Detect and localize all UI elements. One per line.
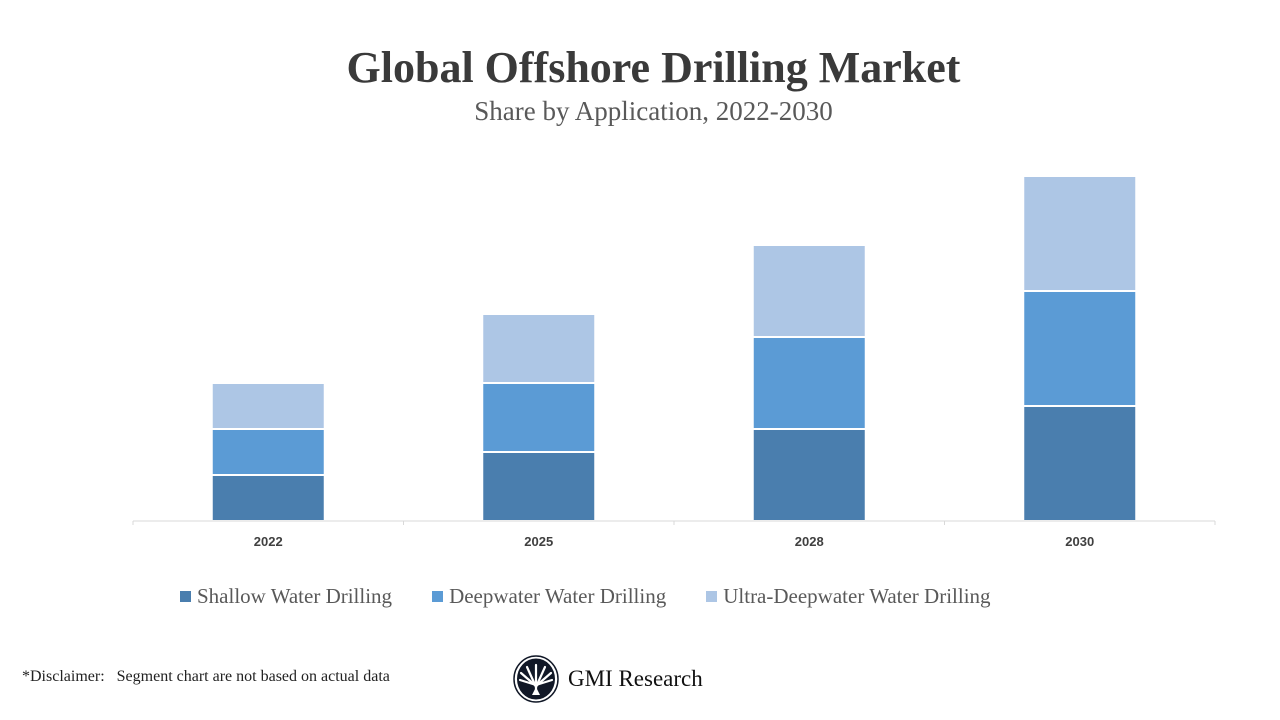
brand-logo: GMI Research bbox=[512, 655, 703, 703]
bar-segment-2025-0 bbox=[481, 451, 597, 522]
bar-segment-2028-0 bbox=[751, 428, 867, 522]
chart-subtitle: Share by Application, 2022-2030 bbox=[474, 96, 833, 126]
x-tick-label: 2030 bbox=[1065, 534, 1094, 549]
bar-segment-2030-1 bbox=[1022, 290, 1138, 407]
legend-item: Ultra-Deepwater Water Drilling bbox=[706, 584, 991, 609]
bar-segment-2022-0 bbox=[210, 474, 326, 522]
bar-segment-2030-2 bbox=[1022, 175, 1138, 292]
legend-swatch bbox=[180, 591, 191, 602]
bar-segment-2022-1 bbox=[210, 428, 326, 476]
x-tick-label: 2028 bbox=[795, 534, 824, 549]
legend-swatch bbox=[432, 591, 444, 602]
chart-title: Global Offshore Drilling Market bbox=[346, 43, 961, 92]
bar-segment-2028-2 bbox=[751, 244, 867, 338]
legend-swatch bbox=[706, 591, 718, 602]
brand-name: GMI Research bbox=[568, 666, 703, 691]
legend: Shallow Water Drilling Deepwater Water Dr… bbox=[180, 584, 1031, 609]
legend-item: Shallow Water Drilling bbox=[180, 584, 392, 609]
legend-label: Shallow Water Drilling bbox=[197, 584, 393, 608]
bar-segment-2030-0 bbox=[1022, 405, 1138, 522]
legend-label: Deepwater Water Drilling bbox=[449, 584, 667, 608]
disclaimer: *Disclaimer: Segment chart are not based… bbox=[22, 668, 390, 685]
bar-segment-2025-1 bbox=[481, 382, 597, 453]
legend-item: Deepwater Water Drilling bbox=[432, 584, 666, 609]
gmi-logo-icon bbox=[513, 655, 559, 703]
bar-segment-2025-2 bbox=[481, 313, 597, 384]
x-tick-label: 2025 bbox=[524, 534, 553, 549]
x-tick-label: 2022 bbox=[254, 534, 283, 549]
legend-label: Ultra-Deepwater Water Drilling bbox=[723, 584, 991, 608]
bar-segment-2022-2 bbox=[210, 382, 326, 430]
bar-segment-2028-1 bbox=[751, 336, 867, 430]
